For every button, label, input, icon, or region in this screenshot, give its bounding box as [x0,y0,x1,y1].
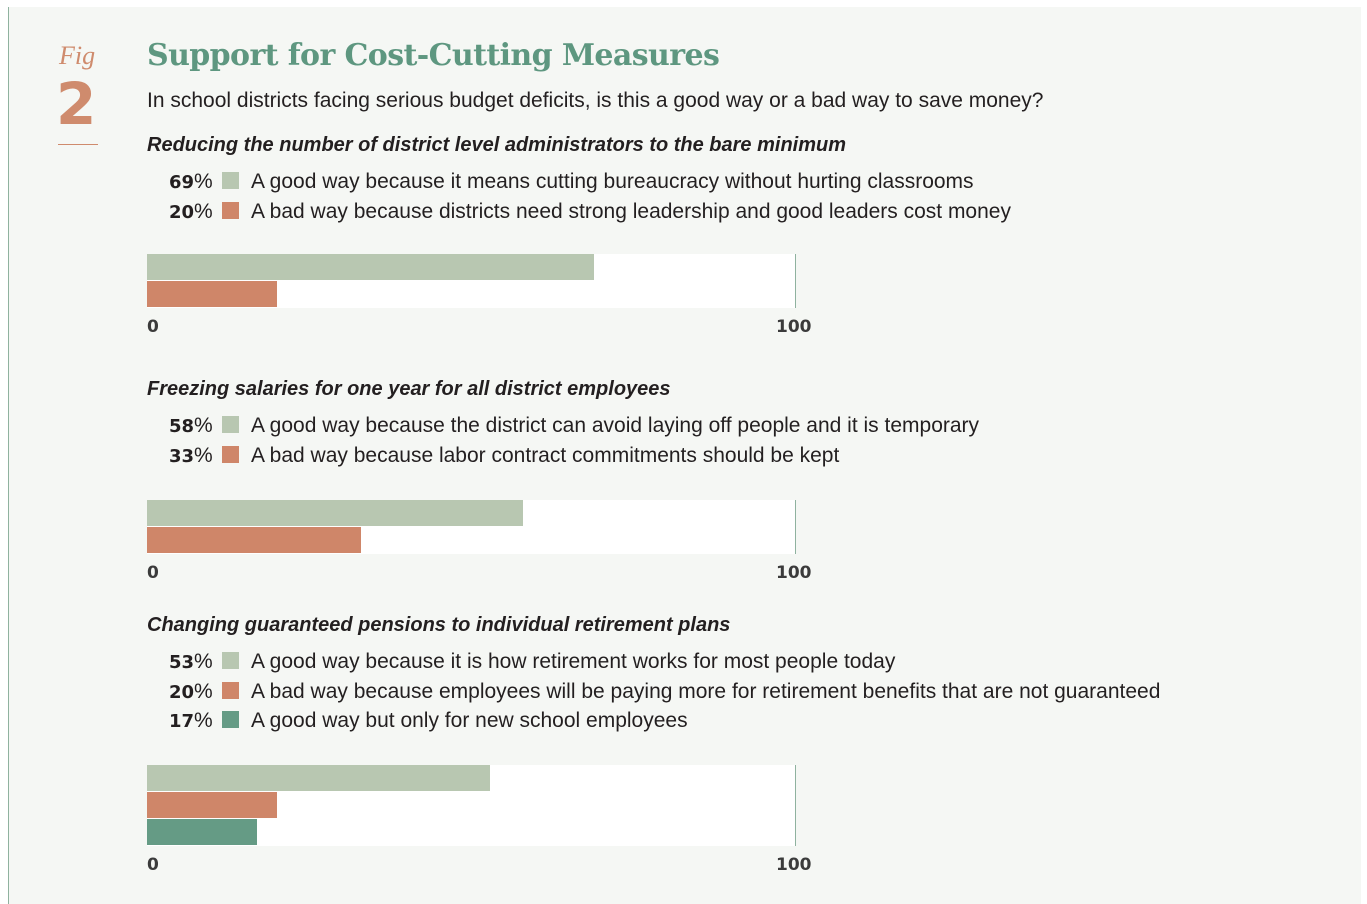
response-percent: 53 [168,652,194,673]
response-percent: 69 [168,172,194,193]
tick-label-100: 100 [776,855,812,875]
bar-53 [147,765,491,791]
percent-sign: % [194,709,213,732]
bar-20 [147,792,277,818]
axis-max-line [795,500,796,554]
response-percent: 20 [168,682,194,703]
chart-title: Support for Cost-Cutting Measures [147,38,720,73]
response-label: A good way because it means cutting bure… [251,170,974,193]
percent-sign: % [194,650,213,673]
response-row: 20% A bad way because districts need stro… [166,200,1011,228]
response-percent: 58 [168,416,194,437]
legend-swatch [222,202,239,219]
tick-label-100: 100 [776,563,812,583]
axis-max-line [795,765,796,846]
response-row: 33% A bad way because labor contract comm… [166,444,839,472]
bar-17 [147,819,258,845]
bar-58 [147,500,523,526]
response-label: A bad way because employees will be payi… [251,680,1161,703]
response-row: 17% A good way but only for new school em… [166,709,688,737]
legend-swatch [222,711,239,728]
response-row: 20% A bad way because employees will be p… [166,680,1160,708]
response-label: A good way but only for new school emplo… [251,709,688,732]
bar-20 [147,281,277,307]
tick-label-100: 100 [776,317,812,337]
response-label: A good way because it is how retirement … [251,650,896,673]
figure-number: 2 [56,70,97,138]
tick-label-0: 0 [147,855,159,875]
legend-swatch [222,172,239,189]
percent-sign: % [194,170,213,193]
chart-area-1 [147,254,795,308]
response-row: 58% A good way because the district can a… [166,414,979,442]
chart-subtitle: In school districts facing serious budge… [147,89,1044,112]
tick-label-0: 0 [147,563,159,583]
percent-sign: % [194,200,213,223]
percent-sign: % [194,414,213,437]
axis-max-line [795,254,796,308]
legend-swatch [222,416,239,433]
bar-33 [147,527,361,553]
question-title-3: Changing guaranteed pensions to individu… [147,614,731,636]
question-title-1: Reducing the number of district level ad… [147,134,847,156]
tick-label-0: 0 [147,317,159,337]
bar-69 [147,254,595,280]
response-label: A good way because the district can avoi… [251,414,980,437]
response-label: A bad way because districts need strong … [251,200,1011,223]
response-label: A bad way because labor contract commitm… [251,444,840,467]
chart-area-2 [147,500,795,554]
response-row: 53% A good way because it is how retireme… [166,650,895,678]
figure-label: Fig [59,41,96,70]
response-percent: 33 [168,446,194,467]
legend-swatch [222,652,239,669]
figure-rule [58,144,98,145]
chart-area-3 [147,765,795,846]
question-title-2: Freezing salaries for one year for all d… [147,378,671,400]
legend-swatch [222,446,239,463]
legend-swatch [222,682,239,699]
response-percent: 20 [168,202,194,223]
response-percent: 17 [168,711,194,732]
percent-sign: % [194,680,213,703]
response-row: 69% A good way because it means cutting b… [166,170,974,198]
percent-sign: % [194,444,213,467]
